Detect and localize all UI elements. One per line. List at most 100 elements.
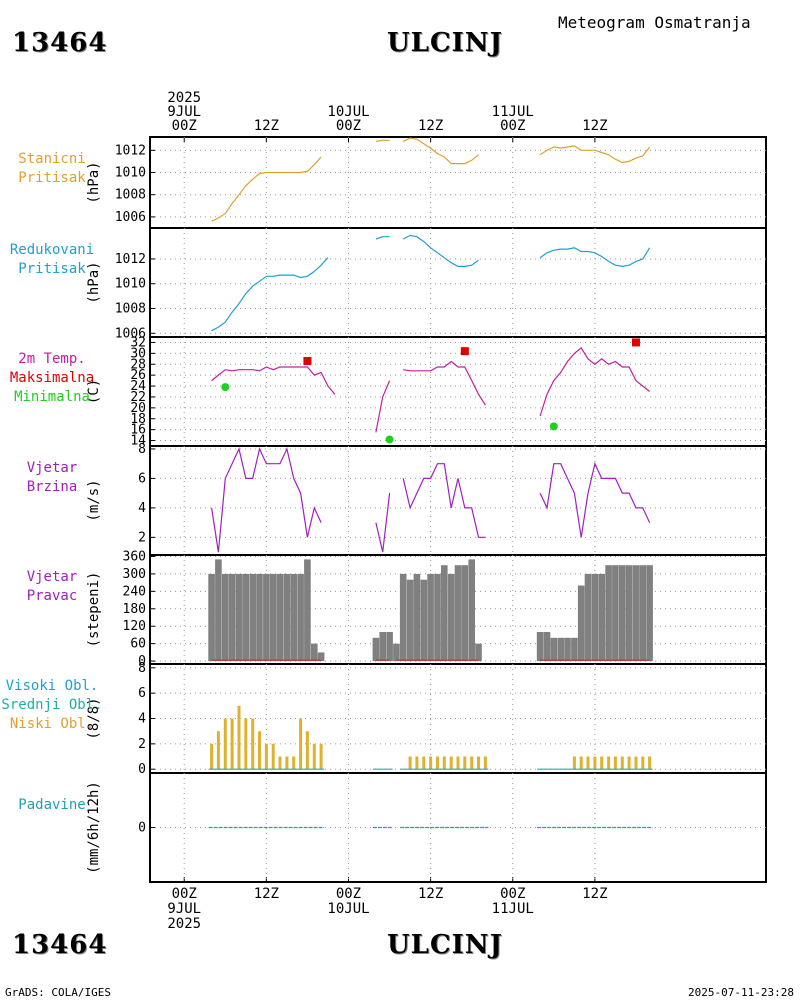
panel-station_pressure-side-label: Stanicni xyxy=(18,151,85,167)
panel-clouds-bar xyxy=(613,756,617,770)
panel-reduced_pressure-series-line xyxy=(402,234,479,267)
panel-wind_direction-unit-label: (stepeni) xyxy=(86,572,102,648)
panel-clouds-bar xyxy=(271,743,275,770)
panel-wind_direction-bar xyxy=(222,573,229,662)
panel-wind_speed-unit-label: (m/s) xyxy=(86,479,102,521)
panel-clouds-bar xyxy=(477,756,480,770)
panel-clouds-bar xyxy=(230,718,234,770)
panel-clouds-side-label: Niski Obl. xyxy=(10,716,94,732)
bottom-time-label: 00Z xyxy=(336,886,361,902)
panel-clouds-bar xyxy=(305,731,309,770)
panel-clouds-ytick-label: 6 xyxy=(138,686,146,701)
panel-wind_direction-bar xyxy=(468,559,475,662)
panel-wind_direction-bar xyxy=(304,559,311,662)
panel-wind_speed-side-label: Brzina xyxy=(27,479,78,495)
top-time-label: 12Z xyxy=(254,118,279,134)
panel-wind_direction-bar xyxy=(619,565,626,662)
grads-credit: GrADS: COLA/IGES xyxy=(5,986,111,999)
panel-temperature-ytick-label: 18 xyxy=(130,412,146,427)
panel-wind_direction-bar xyxy=(235,573,243,662)
panel-wind_direction-bar xyxy=(475,643,482,662)
panel-wind_direction-bar xyxy=(372,637,380,662)
panel-station_pressure-ytick-label: 1008 xyxy=(115,188,146,203)
panel-clouds-bar xyxy=(429,756,433,770)
panel-clouds-bar xyxy=(285,756,289,770)
panel-clouds-bar xyxy=(319,743,323,770)
tmax-marker xyxy=(303,356,312,365)
panel-station_pressure-ytick-label: 1012 xyxy=(115,143,146,158)
panel-wind_direction-bar xyxy=(249,573,256,662)
panel-temperature-ytick-label: 20 xyxy=(130,401,146,416)
panel-clouds-bar xyxy=(251,718,255,770)
panel-wind_direction-bar xyxy=(208,573,215,662)
top-time-label: 12Z xyxy=(582,118,607,134)
panel-wind_speed-ytick-label: 6 xyxy=(138,471,146,486)
panel-wind_direction-bar xyxy=(311,643,318,662)
bottom-time-label: 10JUL xyxy=(327,901,369,917)
bottom-time-label: 11JUL xyxy=(492,901,534,917)
panel-reduced_pressure-ytick-label: 1008 xyxy=(115,302,146,317)
panel-reduced_pressure-ytick-label: 1012 xyxy=(115,252,146,267)
panel-wind_direction-bar xyxy=(290,573,297,662)
panel-wind_direction-bar xyxy=(413,573,421,662)
panel-temperature-ytick-label: 14 xyxy=(130,434,146,449)
panel-wind_direction-bar xyxy=(256,573,263,662)
tmax-marker xyxy=(460,347,469,356)
panel-clouds-ytick-label: 2 xyxy=(138,737,146,752)
panel-clouds-bar xyxy=(244,718,248,770)
panel-temperature-unit-label: (C) xyxy=(86,379,102,404)
panel-clouds-bar xyxy=(312,743,316,770)
tmax-marker xyxy=(631,338,640,347)
panel-wind_direction-bar xyxy=(598,573,605,662)
panel-temperature-ytick-label: 28 xyxy=(130,357,146,372)
panel-clouds-bar xyxy=(627,756,631,770)
panel-clouds-bar xyxy=(223,718,227,770)
panel-wind_direction-side-label: Pravac xyxy=(27,588,78,604)
panel-wind_direction-ytick-label: 60 xyxy=(130,637,146,652)
panel-wind_direction-bar xyxy=(441,565,448,662)
panel-clouds-side-label: Visoki Obl. xyxy=(6,678,99,694)
panel-reduced_pressure-ytick-label: 1006 xyxy=(115,326,146,341)
top-time-label: 00Z xyxy=(172,118,197,134)
panel-wind_direction-ytick-label: 0 xyxy=(138,654,146,669)
bottom-time-label: 9JUL xyxy=(167,901,201,917)
panel-wind_direction-bar xyxy=(564,637,571,662)
bottom-time-label: 12Z xyxy=(254,886,279,902)
tmin-marker xyxy=(221,383,230,392)
panel-clouds-bar xyxy=(210,743,214,770)
panel-wind_direction-ytick-label: 300 xyxy=(123,567,146,582)
panel-clouds-bar xyxy=(442,756,446,770)
panel-temperature-ytick-label: 16 xyxy=(130,423,146,438)
panel-wind_direction-bar xyxy=(276,573,284,662)
panel-temperature-side-label: Minimalna xyxy=(14,389,90,405)
panel-wind_direction-bar xyxy=(434,573,441,662)
panel-wind_direction-bar xyxy=(557,637,564,662)
top-time-label: 2025 xyxy=(167,90,201,106)
station-name-top: ULCINJ xyxy=(387,28,503,58)
station-name-bottom: ULCINJ xyxy=(387,930,503,960)
panel-wind_direction-bar xyxy=(543,632,551,662)
panel-wind_direction-bar xyxy=(571,637,578,662)
panel-temperature-series-line xyxy=(539,347,650,417)
panel-wind_direction-bar xyxy=(536,632,544,662)
panel-clouds-bar xyxy=(620,756,624,770)
panel-clouds-bar xyxy=(641,756,645,770)
panel-temperature-ytick-label: 26 xyxy=(130,368,146,383)
panel-precip-unit-label: (mm/6h/12h) xyxy=(86,781,102,874)
panel-clouds-bar xyxy=(648,756,652,770)
panel-clouds-bar xyxy=(600,756,604,770)
panel-temperature-ytick-label: 32 xyxy=(130,335,146,350)
panel-wind_direction-bar xyxy=(577,585,585,662)
panel-clouds-ytick-label: 4 xyxy=(138,712,146,727)
panel-wind_direction-bar xyxy=(591,573,599,662)
panel-temperature-side-label: Maksimalna xyxy=(10,370,94,386)
panel-clouds-bar xyxy=(292,756,296,770)
panel-wind_direction-bar xyxy=(427,573,434,662)
panel-wind_direction-ytick-label: 360 xyxy=(123,549,146,564)
top-time-label: 9JUL xyxy=(167,104,201,120)
panel-station_pressure-series-line xyxy=(211,156,322,222)
panel-temperature-series-line xyxy=(403,360,486,406)
top-time-label: 11JUL xyxy=(492,104,534,120)
panel-wind_direction-bar xyxy=(420,579,428,662)
